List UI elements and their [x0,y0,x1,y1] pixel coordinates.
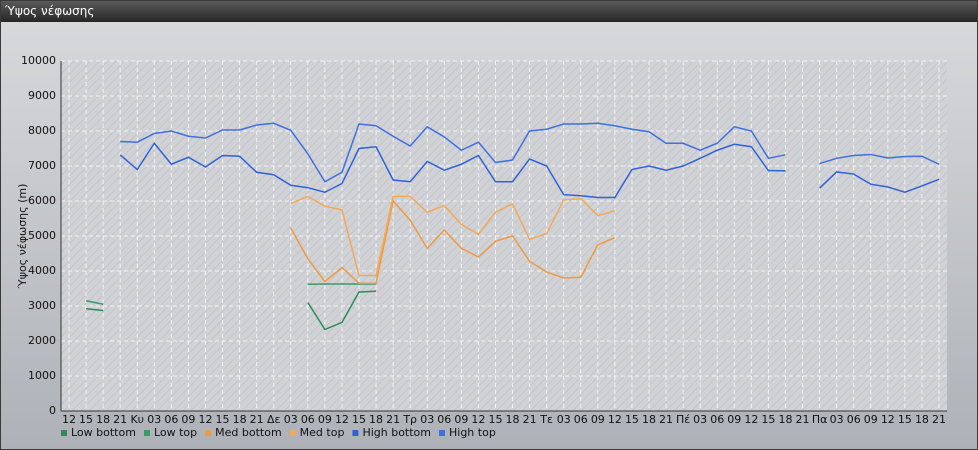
x-tick-label: 12 [198,413,212,426]
x-tick-label: 18 [642,413,656,426]
x-tick-label: 21 [113,413,127,426]
chart: Ύψος νέφωσης (m) 0 1000 2000 3000 4000 5000 60… [16,54,947,439]
y-tick-label: 0 [49,404,56,417]
y-tick-label: 3000 [28,299,56,312]
series-line [120,122,786,183]
series-line [819,153,940,165]
x-tick-label: 03 [557,413,571,426]
x-tick-label: 03 [420,413,434,426]
series-line [85,300,104,305]
x-tick-label: 21 [386,413,400,426]
x-tick-label: 15 [352,413,366,426]
x-tick-label: 21 [523,413,537,426]
y-tick-label: 10000 [21,54,56,67]
y-tick-label: 7000 [28,159,56,172]
y-tick-label: 4000 [28,264,56,277]
x-tick-label: 06 [847,413,861,426]
legend-swatch [352,430,359,436]
x-tick-label: 15 [79,413,93,426]
legend-label: Low top [154,426,197,439]
x-tick-label: 09 [318,413,332,426]
x-tick-label: 18 [506,413,520,426]
x-tick-label: 09 [727,413,741,426]
x-tick-label: 21 [932,413,946,426]
x-tick-label: 18 [369,413,383,426]
x-tick-label: 12 [881,413,895,426]
series-line [85,308,104,312]
x-tick-label: 09 [454,413,468,426]
x-tick-label: 09 [864,413,878,426]
legend-swatch [61,430,67,436]
x-tick-label: 18 [778,413,792,426]
y-tick-label: 1000 [28,369,56,382]
x-tick-label: 15 [761,413,775,426]
x-tick-label: 12 [62,413,76,426]
legend-swatch [205,430,212,436]
x-tick-label: 15 [216,413,230,426]
legend-label: Med bottom [215,426,282,439]
series-line [819,171,940,194]
x-tick-label: 18 [233,413,247,426]
x-tick-label: 12 [335,413,349,426]
x-tick-label: 06 [574,413,588,426]
x-tick-label: 18 [915,413,929,426]
y-axis-label: Ύψος νέφωσης (m) [16,184,29,290]
window-title: Ύψος νέφωσης [1,1,977,22]
series-line [290,199,616,284]
x-tick-label: 12 [608,413,622,426]
x-tick-label: 18 [96,413,110,426]
x-tick-label: 06 [437,413,451,426]
y-tick-label: 8000 [28,124,56,137]
x-tick-label: Τρ [402,413,417,426]
x-tick-label: Κυ [130,413,144,426]
series-line [307,290,377,331]
legend-swatch [143,430,150,436]
x-tick-label: 12 [744,413,758,426]
series-line [290,195,616,277]
x-tick-label: 21 [659,413,673,426]
x-tick-label: Πέ [676,413,690,426]
x-tick-label: 06 [710,413,724,426]
x-tick-label: 15 [488,413,502,426]
y-tick-label: 9000 [28,89,56,102]
x-tick-label: 03 [830,413,844,426]
x-tick-label: Δε [267,413,281,426]
legend-swatch [439,430,445,436]
legend-label: Low bottom [71,426,136,439]
x-tick-label: 12 [471,413,485,426]
x-tick-label: 03 [284,413,298,426]
x-tick-label: 15 [625,413,639,426]
y-tick-label: 2000 [28,334,56,347]
legend-label: High top [449,426,496,439]
x-tick-label: Τε [539,413,553,426]
x-tick-label: 03 [147,413,161,426]
legend-label: Med top [300,426,345,439]
x-tick-label: 03 [693,413,707,426]
x-tick-label: 06 [164,413,178,426]
y-tick-label: 5000 [28,229,56,242]
x-tick-label: 09 [181,413,195,426]
series-line [119,141,786,199]
x-tick-label: 06 [301,413,315,426]
legend-swatch [289,430,296,436]
x-tick-label: 15 [898,413,912,426]
legend-label: High bottom [362,426,431,439]
y-tick-label: 6000 [28,194,56,207]
x-tick-label: 09 [591,413,605,426]
x-tick-label: 21 [250,413,264,426]
x-tick-label: Πα [812,413,828,426]
x-tick-label: 21 [796,413,810,426]
